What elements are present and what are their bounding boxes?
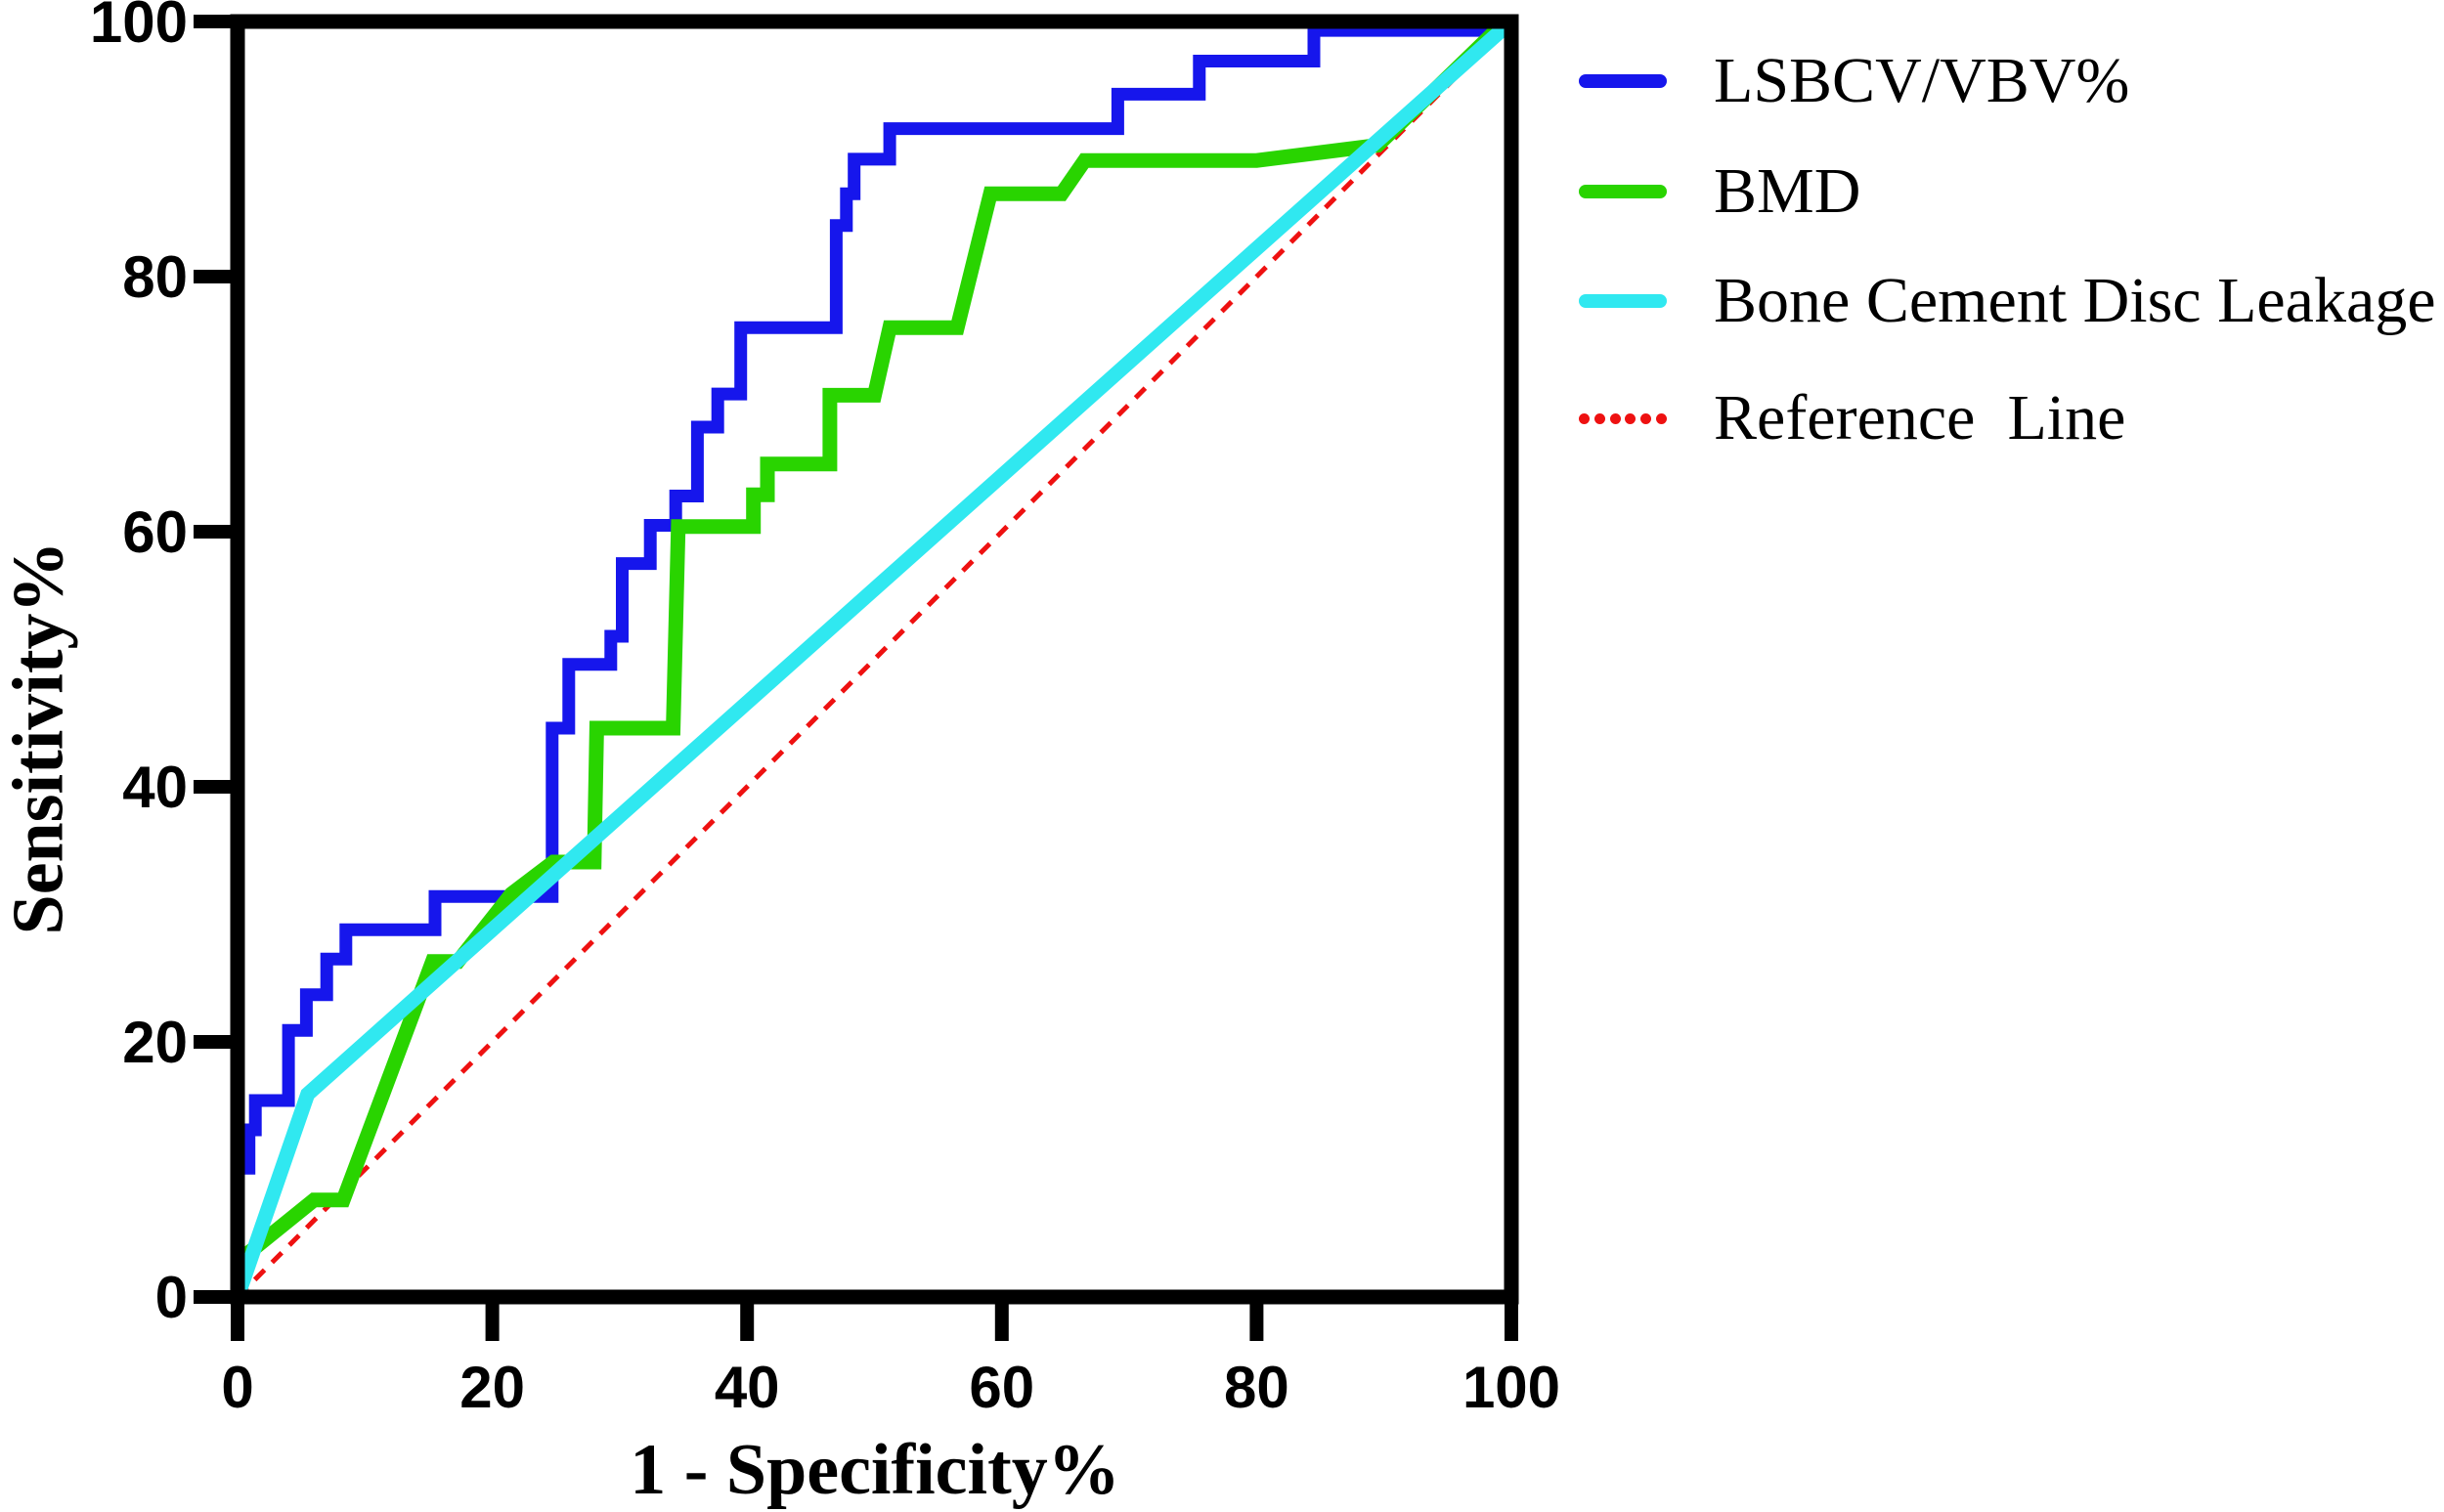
x-tick-label: 20 — [459, 1355, 525, 1420]
x-axis-title: 1 - Specificity% — [630, 1430, 1120, 1510]
legend-label-lsbcv-vbv-percent: LSBCV/VBV% — [1714, 45, 2130, 116]
y-tick-label: 80 — [122, 244, 188, 310]
reference-line-dotted-swatch-icon — [1579, 412, 1667, 424]
roc-curve-bone-cement-disc-leakage — [230, 16, 1516, 1300]
y-tick-label: 40 — [122, 755, 188, 820]
y-tick-label: 100 — [90, 0, 188, 55]
y-tick-label: 20 — [122, 1010, 188, 1075]
y-tick-label: 0 — [155, 1265, 188, 1330]
reference-line-dot-icon — [1640, 412, 1652, 424]
legend-label-bmd: BMD — [1714, 155, 1861, 227]
reference-line-dot-icon — [1593, 412, 1605, 424]
reference-line-dot-icon — [1609, 412, 1621, 424]
x-tick-label: 40 — [715, 1355, 780, 1420]
x-tick-label: 0 — [221, 1355, 253, 1420]
reference-line-dot-icon — [1579, 412, 1590, 424]
legend-item-reference-line: Reference Line — [1579, 386, 2125, 451]
x-tick-label: 80 — [1224, 1355, 1289, 1420]
roc-curve-reference-line — [236, 20, 1513, 1299]
legend-item-bone-cement-disc-leakage: Bone Cement Disc Leakage — [1579, 269, 2436, 333]
y-tick-label: 60 — [122, 499, 188, 565]
y-axis-title: Sensitivity% — [0, 540, 79, 935]
legend-label-bone-cement-disc-leakage: Bone Cement Disc Leakage — [1714, 265, 2436, 336]
x-tick-label: 100 — [1462, 1355, 1560, 1420]
legend-label-reference-line: Reference Line — [1714, 382, 2126, 454]
x-tick-label: 60 — [969, 1355, 1034, 1420]
legend-item-lsbcv-vbv-percent: LSBCV/VBV% — [1579, 49, 2129, 113]
roc-curve-bmd — [230, 15, 1515, 1298]
lsbcv-vbv-line-swatch-icon — [1579, 74, 1667, 88]
roc-curve-lsbcv-vbv- — [231, 16, 1515, 1297]
reference-line-dot-icon — [1655, 412, 1667, 424]
bone-cement-disc-leakage-line-swatch-icon — [1579, 294, 1667, 308]
reference-line-dot-icon — [1625, 412, 1637, 424]
legend-item-bmd: BMD — [1579, 159, 1860, 224]
bmd-line-swatch-icon — [1579, 185, 1667, 198]
plot-frame — [230, 14, 1519, 1305]
